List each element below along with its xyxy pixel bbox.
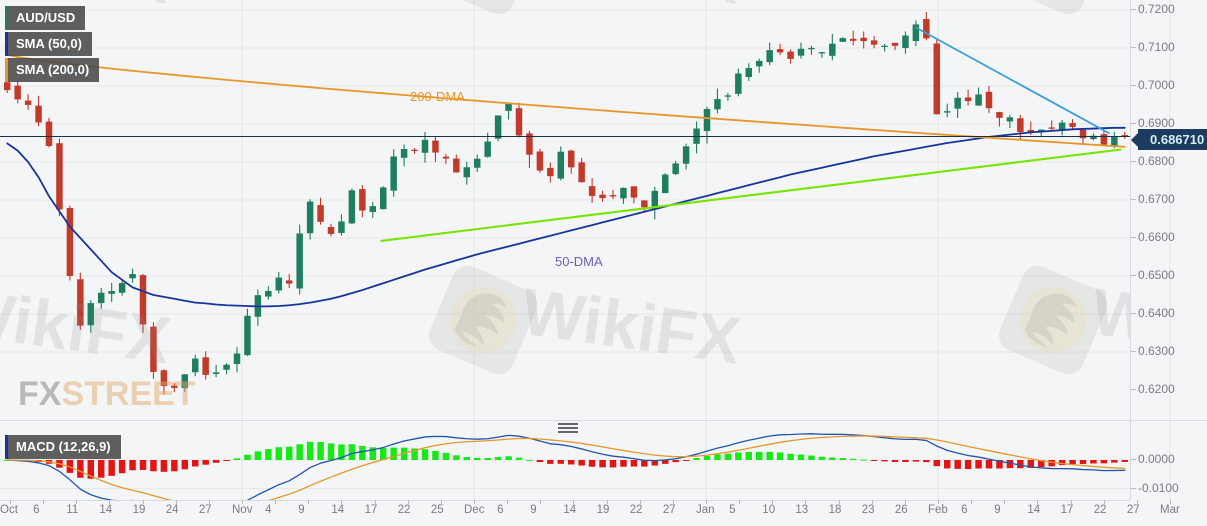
svg-text:WikiFX: WikiFX [1088, 0, 1130, 18]
svg-text:FXSTREET: FXSTREET [18, 375, 196, 413]
svg-text:WikiFX: WikiFX [0, 274, 175, 378]
svg-text:WikiFX: WikiFX [518, 274, 746, 378]
svg-text:WikiFX: WikiFX [518, 0, 746, 18]
svg-text:WikiFX: WikiFX [0, 0, 175, 18]
